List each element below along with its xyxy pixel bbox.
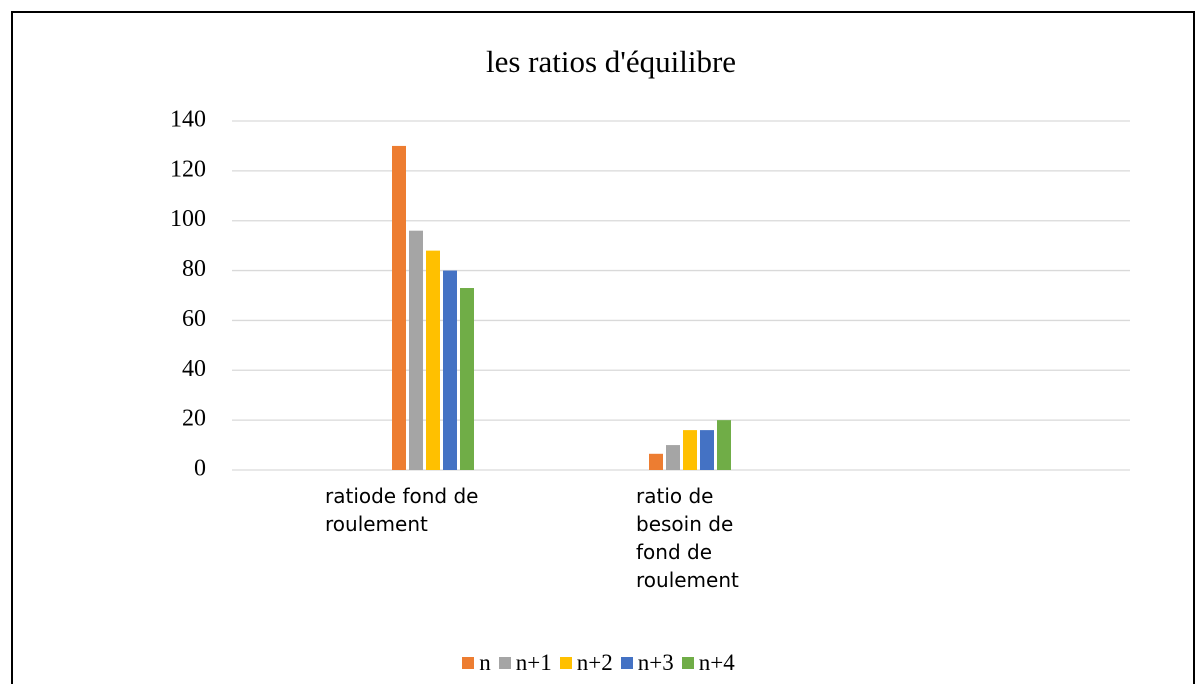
legend-swatch <box>681 657 694 669</box>
bar <box>717 420 731 470</box>
bar <box>649 453 663 470</box>
bar <box>683 430 697 470</box>
x-tick-label: ratiode fond de roulement <box>325 484 479 536</box>
legend: n n+1 n+2 n+3 n+4 <box>0 650 1197 676</box>
legend-label: n+4 <box>698 650 735 675</box>
legend-label: n <box>479 650 491 675</box>
legend-item: n <box>462 650 491 676</box>
legend-swatch <box>559 657 572 669</box>
legend-item: n+4 <box>681 650 735 676</box>
y-tick-label: 60 <box>182 306 206 332</box>
bar <box>392 145 406 470</box>
x-tick-label: ratio de besoin de fond de roulement <box>636 484 739 592</box>
y-tick-label: 120 <box>170 156 206 182</box>
legend-swatch <box>620 657 633 669</box>
bar <box>443 270 457 470</box>
legend-label: n+3 <box>637 650 674 675</box>
legend-swatch <box>462 657 475 669</box>
chart-title: les ratios d'équilibre <box>486 44 736 79</box>
legend-item: n+3 <box>620 650 674 676</box>
y-tick-label: 80 <box>182 256 206 282</box>
legend-label: n+2 <box>576 650 613 675</box>
legend-item: n+1 <box>498 650 552 676</box>
y-tick-label: 20 <box>182 406 206 432</box>
y-tick-label: 140 <box>170 107 206 133</box>
bar <box>426 250 440 470</box>
legend-label: n+1 <box>515 650 552 675</box>
bar <box>666 445 680 470</box>
y-tick-label: 100 <box>170 206 206 232</box>
y-tick-label: 40 <box>182 356 206 382</box>
y-tick-label: 0 <box>194 456 206 482</box>
legend-swatch <box>498 657 511 669</box>
legend-item: n+2 <box>559 650 613 676</box>
chart-frame <box>11 11 1195 684</box>
bar <box>409 230 423 470</box>
bar <box>460 288 474 470</box>
bar <box>700 430 714 470</box>
